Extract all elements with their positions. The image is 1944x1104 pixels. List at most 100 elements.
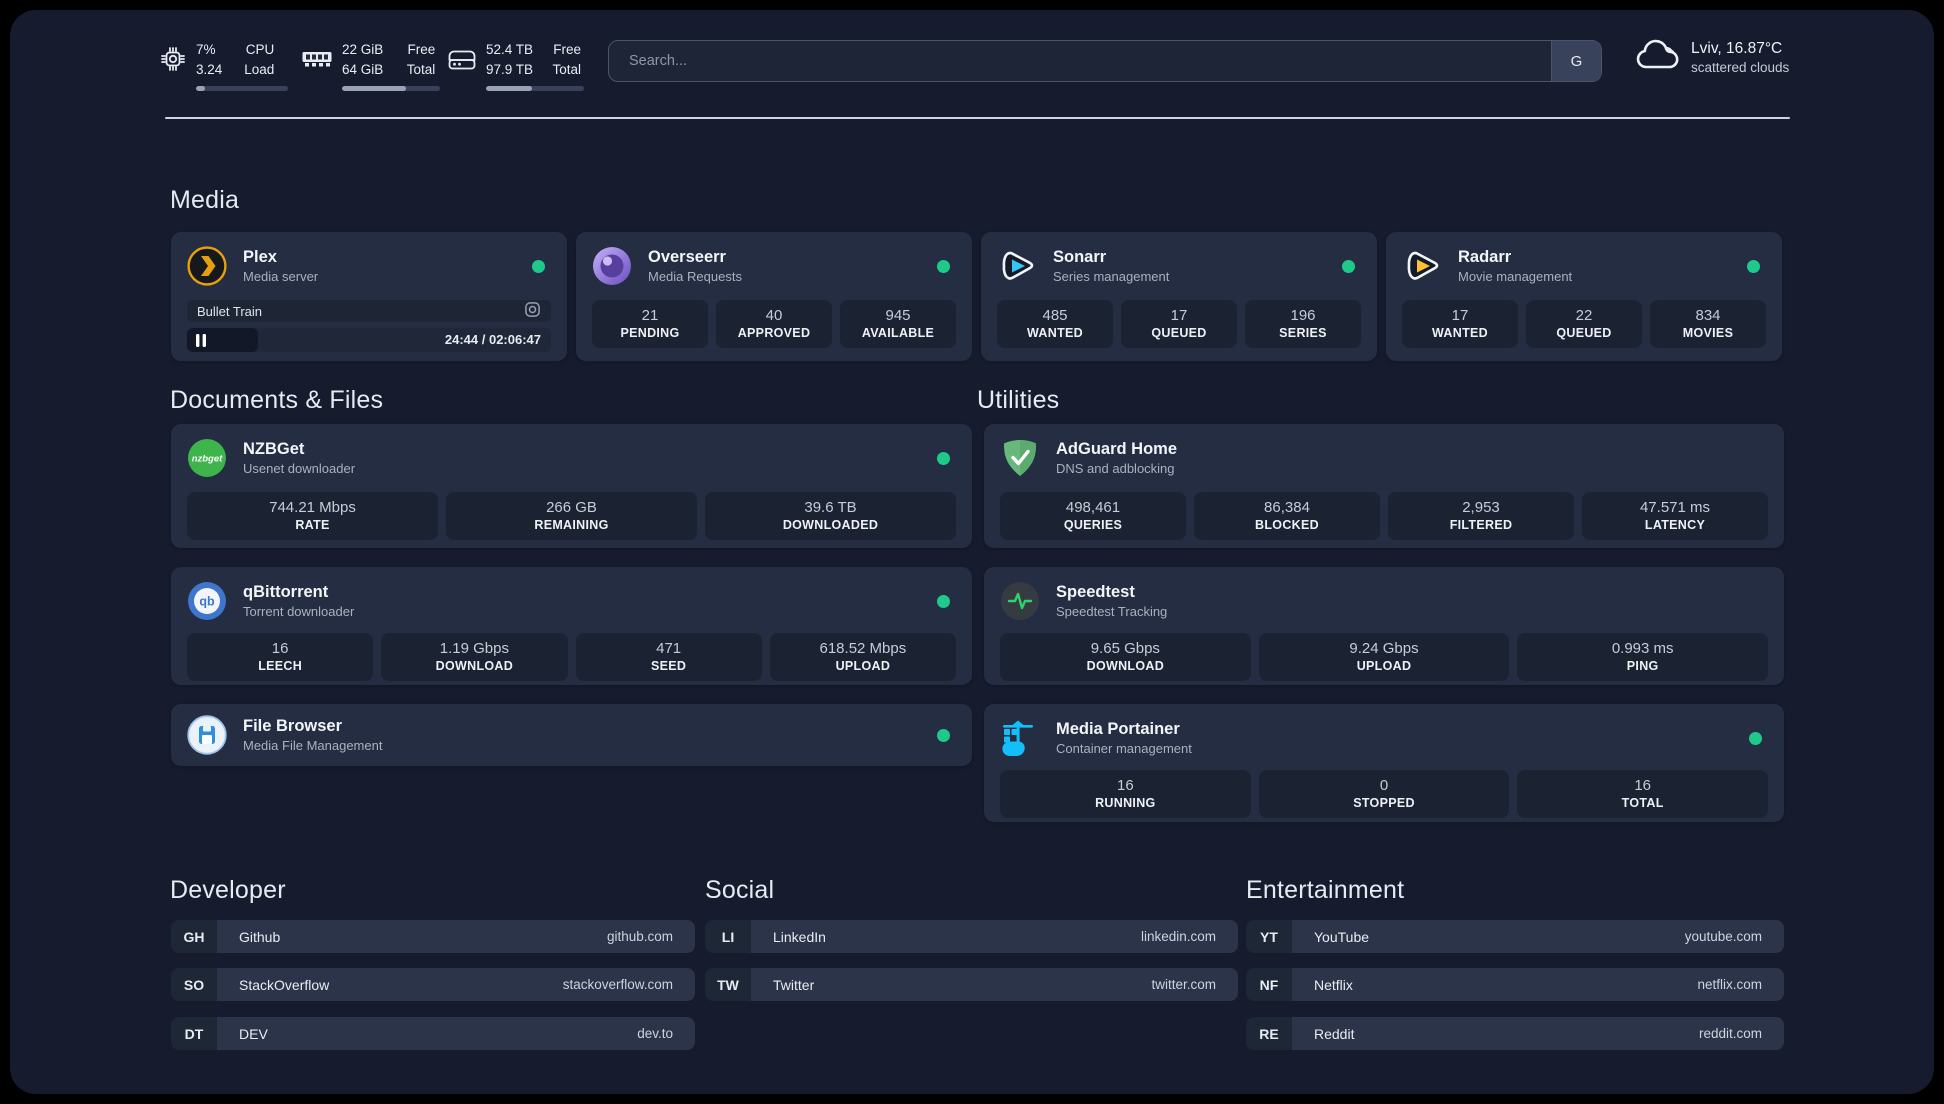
svg-text:qb: qb xyxy=(199,595,215,609)
stat-tile: 471 SEED xyxy=(575,633,762,681)
bookmark-linkedin[interactable]: LI LinkedIn linkedin.com xyxy=(705,920,1238,953)
ram-free-label: Free xyxy=(407,42,436,57)
app-name: qBittorrent xyxy=(243,582,329,601)
ram-free-value: 22 GiB xyxy=(342,42,384,57)
bookmark-github[interactable]: GH Github github.com xyxy=(171,920,695,953)
app-card-portainer[interactable]: Media Portainer Container management 16 R… xyxy=(984,704,1784,822)
app-card-qbittorrent[interactable]: qb qBittorrent Torrent downloader 16 LEEC… xyxy=(171,567,972,685)
bookmark-abbr: NF xyxy=(1246,968,1292,1001)
status-dot xyxy=(937,259,950,273)
bookmark-twitter[interactable]: TW Twitter twitter.com xyxy=(705,968,1238,1001)
ram-total-value: 64 GiB xyxy=(342,62,384,78)
speedtest-icon xyxy=(1000,581,1040,621)
bookmark-abbr: TW xyxy=(705,968,751,1001)
sonarr-icon xyxy=(997,246,1037,286)
status-dot xyxy=(937,594,950,608)
search-input[interactable] xyxy=(609,53,1551,69)
section-title-documents: Documents & Files xyxy=(170,386,384,414)
app-card-speedtest[interactable]: Speedtest Speedtest Tracking 9.65 Gbps DO… xyxy=(984,567,1784,685)
stat-tile: 9.65 Gbps DOWNLOAD xyxy=(1000,633,1251,681)
ram-icon xyxy=(302,50,332,75)
stat-tile: 498,461 QUERIES xyxy=(1000,492,1186,540)
dashboard-page: 7% 3.24 CPU Load 22 GiB 64 GiB Free Tota… xyxy=(10,10,1934,1094)
now-playing-title: Bullet Train xyxy=(197,303,263,319)
quality-icon xyxy=(524,301,541,321)
playback-progress-bar[interactable]: 24:44 / 02:06:47 xyxy=(187,328,551,352)
filebrowser-icon xyxy=(187,715,227,755)
stat-tile: 266 GB REMAINING xyxy=(446,492,697,540)
disk-free-label: Free xyxy=(553,42,582,57)
status-dot xyxy=(1747,259,1760,273)
disk-progress-bar xyxy=(486,86,584,91)
section-title-media: Media xyxy=(170,186,240,214)
stat-tile: 22 QUEUED xyxy=(1526,300,1642,348)
cpu-load-value: 3.24 xyxy=(196,62,223,78)
app-name: AdGuard Home xyxy=(1056,439,1178,458)
header-divider xyxy=(165,117,1790,119)
bookmark-youtube[interactable]: YT YouTube youtube.com xyxy=(1246,920,1784,953)
cpu-usage-value: 7% xyxy=(196,42,216,57)
cpu-load-label: Load xyxy=(244,62,275,78)
stat-tile: 196 SERIES xyxy=(1245,300,1361,348)
cpu-stat-widget: 7% 3.24 CPU Load xyxy=(160,38,300,96)
app-name: Speedtest xyxy=(1056,582,1135,601)
app-card-overseerr[interactable]: Overseerr Media Requests 21 PENDING 40 APP… xyxy=(576,232,972,361)
app-description: Media File Management xyxy=(243,738,383,754)
section-title-social: Social xyxy=(705,876,775,904)
bookmark-dev[interactable]: DT DEV dev.to xyxy=(171,1017,695,1050)
stat-tile: 16 TOTAL xyxy=(1517,770,1769,818)
ram-total-label: Total xyxy=(406,62,436,78)
disk-total-value: 97.9 TB xyxy=(486,62,534,78)
search-bar: G xyxy=(608,40,1602,82)
app-description: Torrent downloader xyxy=(243,604,355,620)
status-dot xyxy=(1749,731,1762,745)
stat-tile: 945 AVAILABLE xyxy=(840,300,956,348)
adguard-icon xyxy=(1000,438,1040,478)
weather-condition: scattered clouds xyxy=(1691,60,1790,75)
app-card-filebrowser[interactable]: File Browser Media File Management xyxy=(171,704,972,766)
app-card-nzbget[interactable]: nzbget NZBGet Usenet downloader 744.21 M… xyxy=(171,424,972,548)
app-name: Media Portainer xyxy=(1056,719,1180,738)
qbittorrent-icon: qb xyxy=(187,581,227,621)
stat-tile: 744.21 Mbps RATE xyxy=(187,492,438,540)
stat-tile: 17 QUEUED xyxy=(1121,300,1237,348)
bookmark-reddit[interactable]: RE Reddit reddit.com xyxy=(1246,1017,1784,1050)
search-engine-button[interactable]: G xyxy=(1551,41,1601,81)
bookmark-abbr: YT xyxy=(1246,920,1292,953)
app-card-adguard[interactable]: AdGuard Home DNS and adblocking 498,461 Q… xyxy=(984,424,1784,548)
app-description: Speedtest Tracking xyxy=(1056,604,1168,620)
app-card-sonarr[interactable]: Sonarr Series management 485 WANTED 17 QUE… xyxy=(981,232,1377,361)
app-card-plex[interactable]: Plex Media server Bullet Train 24:44 / 0… xyxy=(171,232,567,361)
bookmark-abbr: LI xyxy=(705,920,751,953)
weather-location-temp: Lviv, 16.87°C xyxy=(1691,40,1783,57)
app-description: Series management xyxy=(1053,269,1170,285)
stat-tile: 16 LEECH xyxy=(187,633,374,681)
app-name: Plex xyxy=(243,247,277,266)
nzbget-icon: nzbget xyxy=(187,438,227,478)
pause-icon[interactable] xyxy=(196,334,206,352)
disk-total-label: Total xyxy=(552,62,582,78)
app-card-radarr[interactable]: Radarr Movie management 17 WANTED 22 QUEUE… xyxy=(1386,232,1782,361)
stat-tile: 9.24 Gbps UPLOAD xyxy=(1258,633,1510,681)
app-name: Overseerr xyxy=(648,247,726,266)
overseerr-icon xyxy=(592,246,632,286)
cloud-icon xyxy=(1635,38,1679,77)
app-description: Media server xyxy=(243,269,319,285)
stat-tile: 834 MOVIES xyxy=(1650,300,1766,348)
status-dot xyxy=(532,259,545,273)
stat-tile: 40 APPROVED xyxy=(716,300,832,348)
svg-text:nzbget: nzbget xyxy=(192,454,223,465)
stat-tile: 0.993 ms PING xyxy=(1517,633,1769,681)
app-description: Media Requests xyxy=(648,269,742,285)
portainer-icon xyxy=(1000,718,1040,758)
stat-tile: 17 WANTED xyxy=(1402,300,1518,348)
bookmark-netflix[interactable]: NF Netflix netflix.com xyxy=(1246,968,1784,1001)
cpu-progress-bar xyxy=(196,86,288,91)
stat-tile: 47.571 ms LATENCY xyxy=(1582,492,1768,540)
section-title-developer: Developer xyxy=(170,876,286,904)
status-dot xyxy=(937,451,950,465)
bookmark-stackoverflow[interactable]: SO StackOverflow stackoverflow.com xyxy=(171,968,695,1001)
radarr-icon xyxy=(1402,246,1442,286)
bookmark-abbr: DT xyxy=(171,1017,217,1050)
stat-tile: 39.6 TB DOWNLOADED xyxy=(705,492,956,540)
